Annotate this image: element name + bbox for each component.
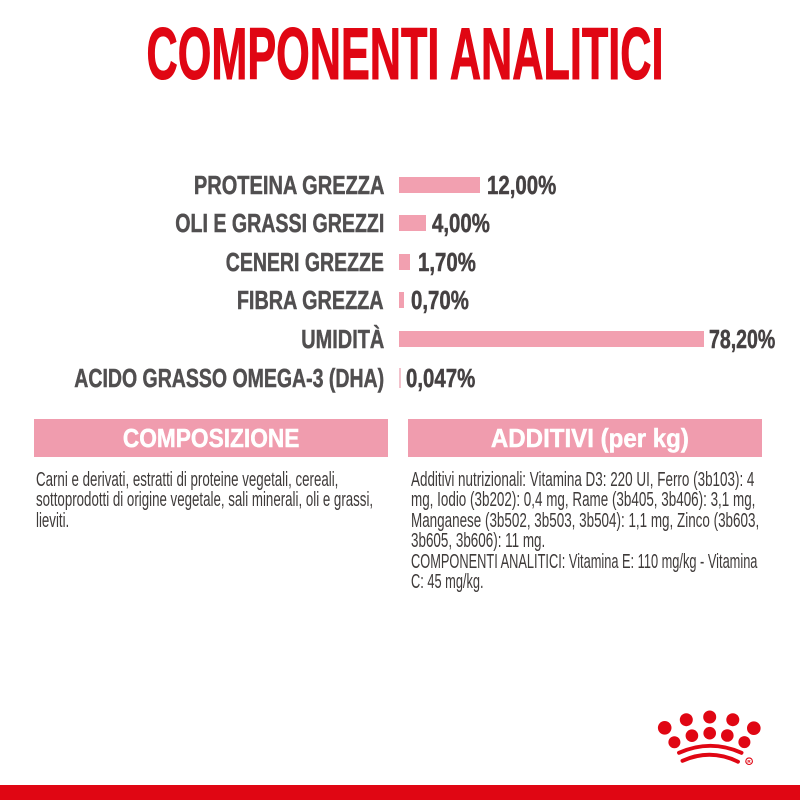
svg-text:R: R (747, 759, 751, 764)
